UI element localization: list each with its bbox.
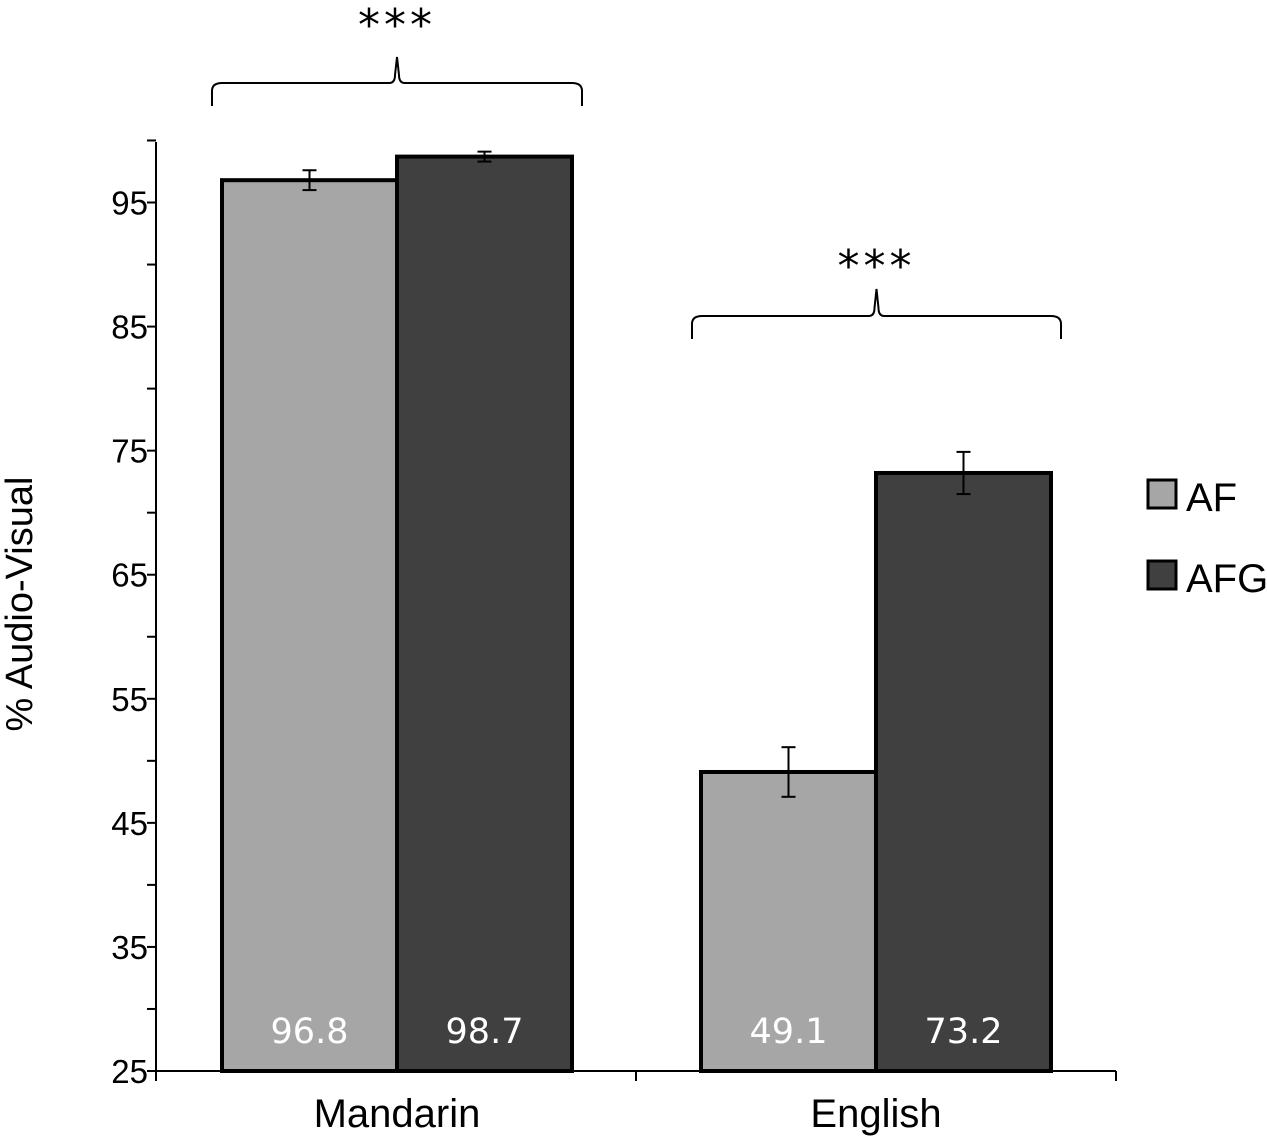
significance-stars: ***	[358, 0, 436, 51]
significance-stars: ***	[838, 241, 916, 292]
x-category-label: Mandarin	[314, 1092, 481, 1136]
y-tick-label: 25	[111, 1053, 148, 1090]
bar-af-mandarin	[220, 178, 399, 1073]
data-label: 49.1	[750, 1012, 828, 1052]
legend-label-afg: AFG	[1186, 557, 1267, 601]
y-tick-label: 65	[111, 557, 148, 594]
error-bars	[302, 150, 971, 798]
y-tick-label: 95	[111, 185, 148, 222]
bars	[220, 154, 1053, 1073]
legend: AF AFG	[1146, 476, 1267, 601]
y-tick-label: 85	[111, 309, 148, 346]
significance-brace	[211, 56, 583, 106]
x-category-label: English	[810, 1092, 941, 1136]
y-tick-label: 45	[111, 805, 148, 842]
data-label: 96.8	[271, 1012, 349, 1052]
bar-afg-mandarin	[395, 154, 574, 1073]
legend-swatch-afg	[1146, 559, 1178, 591]
y-tick-label: 75	[111, 433, 148, 470]
y-tick-label: 35	[111, 929, 148, 966]
significance-brace	[691, 288, 1062, 339]
significance-markers: *** ***	[211, 0, 1062, 339]
legend-label-af: AF	[1186, 476, 1237, 520]
bar-afg-english	[874, 470, 1053, 1073]
y-axis-title: % Audio-Visual	[0, 477, 41, 732]
y-tick-label: 55	[111, 681, 148, 718]
axes: 25 35 45 55 65 75 85 95 % Audio-Visual Mandarin En…	[0, 139, 1117, 1136]
data-labels: 96.8 98.7 49.1 73.2	[271, 1012, 1003, 1052]
data-label: 98.7	[446, 1012, 524, 1052]
data-label: 73.2	[925, 1012, 1003, 1052]
legend-swatch-af	[1146, 478, 1178, 510]
